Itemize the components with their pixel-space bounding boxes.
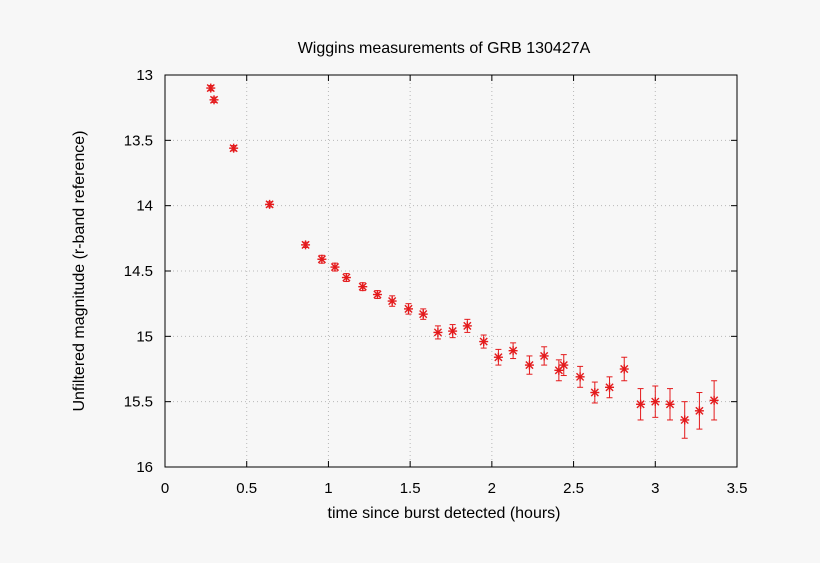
marker-stroke: [540, 351, 549, 361]
marker-stroke: [265, 200, 274, 209]
marker-stroke: [665, 400, 675, 409]
data-point: [575, 365, 585, 388]
data-point: [694, 392, 704, 430]
marker-stroke: [651, 397, 660, 406]
data-point: [433, 325, 443, 340]
data-point: [619, 356, 629, 382]
data-point: [418, 308, 428, 320]
y-tick-label: 15.5: [124, 394, 153, 411]
marker-stroke: [317, 255, 326, 264]
marker-stroke: [229, 144, 238, 153]
x-axis-label: time since burst detected (hours): [328, 505, 561, 522]
data-point: [709, 380, 719, 421]
y-tick-label: 13: [136, 67, 153, 84]
plot-frame: [164, 74, 738, 468]
marker-stroke: [509, 346, 518, 355]
x-tick-label: 1.5: [400, 480, 421, 497]
marker-stroke: [388, 296, 397, 306]
marker-stroke: [358, 282, 367, 291]
marker-stroke: [342, 273, 351, 282]
data-point: [341, 273, 351, 283]
marker-stroke: [479, 337, 488, 346]
marker-stroke: [680, 415, 689, 425]
marker-stroke: [710, 396, 719, 405]
chart-title: Wiggins measurements of GRB 130427A: [298, 40, 591, 57]
marker-stroke: [620, 364, 629, 374]
data-point: [209, 95, 219, 105]
x-tick-label: 3: [651, 480, 659, 497]
data-point: [539, 346, 549, 366]
marker-stroke: [525, 360, 534, 370]
marker-stroke: [419, 310, 428, 319]
data-point: [462, 318, 472, 333]
x-tick-label: 2.5: [563, 480, 584, 497]
y-axis-label: Unfiltered magnitude (r-band reference): [71, 130, 88, 411]
marker-stroke: [433, 328, 443, 337]
y-tick-label: 16: [136, 459, 153, 476]
marker-stroke: [404, 304, 413, 313]
marker-stroke: [590, 388, 599, 397]
data-point: [605, 376, 615, 399]
data-point: [372, 290, 382, 300]
x-tick-label: 0: [161, 480, 169, 497]
data-point: [636, 388, 646, 421]
marker-stroke: [605, 383, 614, 392]
data-point: [358, 282, 368, 292]
marker-stroke: [494, 353, 503, 362]
marker-stroke: [330, 262, 340, 272]
x-tick-label: 0.5: [236, 480, 257, 497]
grid: [165, 75, 737, 467]
x-tick-label: 2: [488, 480, 496, 497]
marker-stroke: [463, 321, 472, 330]
data-point: [330, 262, 340, 272]
marker-stroke: [209, 95, 219, 104]
data-point: [479, 334, 489, 349]
data-point: [265, 199, 275, 209]
y-tick-label: 14: [136, 198, 153, 215]
data-point: [590, 381, 600, 404]
marker-stroke: [559, 360, 568, 370]
marker-stroke: [448, 327, 457, 336]
data-point: [448, 324, 458, 339]
data-point: [524, 355, 534, 375]
axis-ticks: 0 0.5 1 1.5 2 2.5 3 3.5 13 13.5 14 14.5 15 15.5 16: [124, 67, 748, 497]
marker-stroke: [301, 240, 310, 249]
data-point: [404, 303, 414, 315]
data-point: [665, 388, 675, 421]
data-point: [229, 143, 239, 153]
x-tick-label: 3.5: [727, 480, 748, 497]
data-point: [508, 342, 518, 360]
data-point: [559, 354, 569, 377]
data-point: [680, 401, 690, 439]
marker-stroke: [636, 400, 645, 409]
y-tick-label: 15: [136, 328, 153, 345]
data-point: [493, 348, 503, 366]
marker-stroke: [373, 290, 382, 299]
marker-stroke: [576, 372, 585, 381]
marker-stroke: [695, 406, 704, 415]
data-point: [301, 240, 311, 250]
data-point: [317, 254, 327, 264]
data-point: [387, 295, 397, 307]
data-point: [206, 83, 216, 93]
y-tick-label: 13.5: [124, 132, 153, 149]
marker-stroke: [206, 83, 215, 93]
data-point: [650, 385, 660, 418]
y-tick-label: 14.5: [124, 263, 153, 280]
data-points: [206, 83, 719, 439]
x-tick-label: 1: [324, 480, 332, 497]
